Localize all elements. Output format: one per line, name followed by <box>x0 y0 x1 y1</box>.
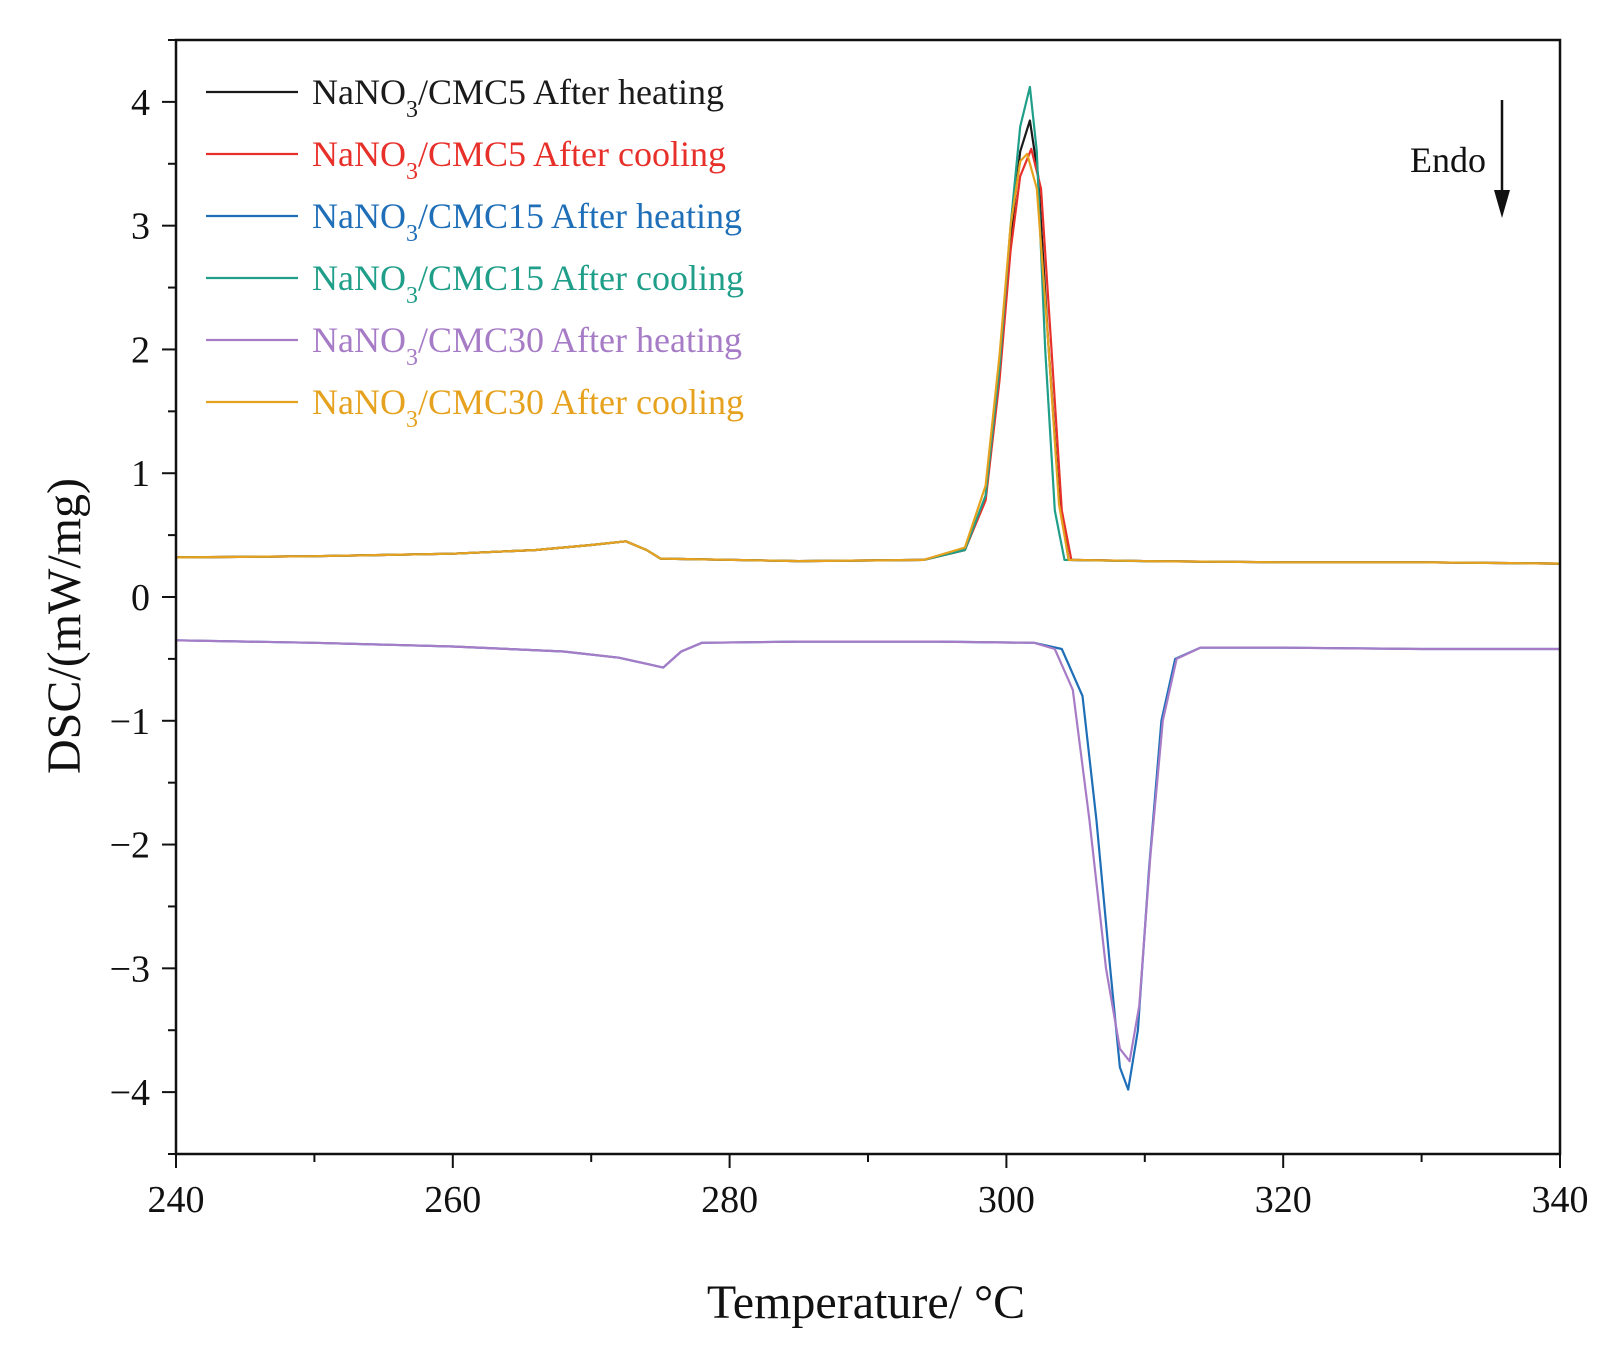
y-tick-label: 3 <box>131 206 150 248</box>
legend-label-2: NaNO3/CMC5 After cooling <box>312 134 726 185</box>
endo-arrow-head-icon <box>1494 190 1510 218</box>
legend-label-6: NaNO3/CMC30 After cooling <box>312 382 744 433</box>
y-tick-label: −1 <box>110 701 150 743</box>
x-tick-label: 240 <box>148 1179 205 1221</box>
y-tick-label: −4 <box>110 1072 150 1114</box>
legend: NaNO3/CMC5 After heating NaNO3/CMC5 After… <box>206 72 744 433</box>
x-tick-label: 280 <box>701 1179 758 1221</box>
series-line-6 <box>174 152 1562 565</box>
x-tick-label: 260 <box>424 1179 481 1221</box>
y-tick-label: 2 <box>131 329 150 371</box>
y-axis-title: DSC/(mW/mg) <box>38 478 91 774</box>
legend-label-4: NaNO3/CMC15 After cooling <box>312 258 744 309</box>
legend-label-1: NaNO3/CMC5 After heating <box>312 72 724 123</box>
x-tick-label: 320 <box>1255 1179 1312 1221</box>
legend-label-5: NaNO3/CMC30 After heating <box>312 320 742 371</box>
y-tick-label: 1 <box>131 453 150 495</box>
y-tick-label: 0 <box>131 577 150 619</box>
series-layer <box>174 85 1562 1091</box>
axes-layer: 240 260 280 300 320 340 −4 −3 −2 −1 0 1 2 3 4 <box>110 38 1589 1221</box>
x-tick-label: 300 <box>978 1179 1035 1221</box>
legend-label-3: NaNO3/CMC15 After heating <box>312 196 742 247</box>
endo-annotation: Endo <box>1410 100 1510 218</box>
y-tick-label: −2 <box>110 825 150 867</box>
series-line-5 <box>174 639 1562 1063</box>
endo-label: Endo <box>1410 140 1486 180</box>
y-tick-label: −3 <box>110 948 150 990</box>
y-tick-label: 4 <box>131 82 150 124</box>
x-axis-title: Temperature/ °C <box>707 1276 1025 1329</box>
x-tick-label: 340 <box>1532 1179 1589 1221</box>
